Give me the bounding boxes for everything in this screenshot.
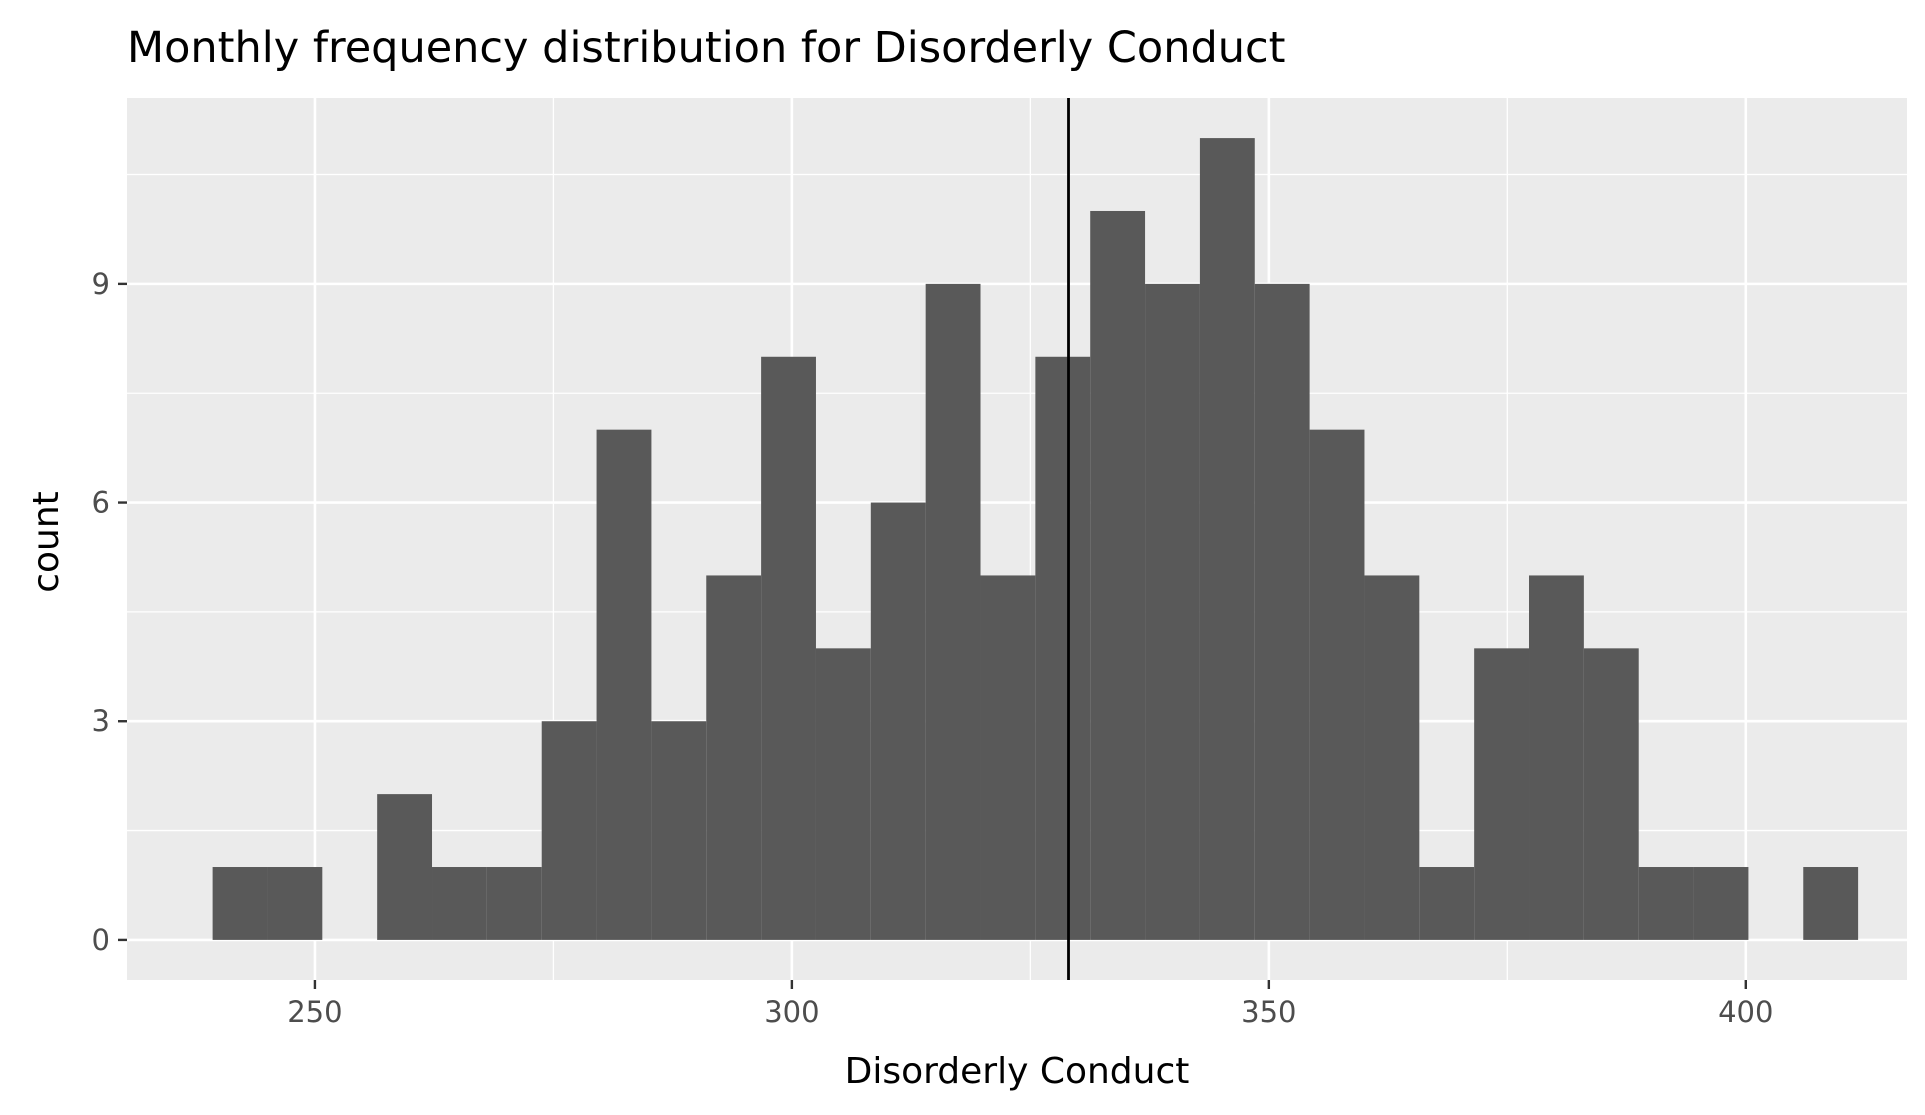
histogram-bar [1364,575,1420,940]
histogram-bar [1035,356,1091,940]
x-tick-label: 400 [1718,995,1773,1029]
histogram-bar [1693,867,1749,940]
histogram-bar [1529,575,1584,940]
histogram-bar [212,867,268,940]
y-tick-label: 6 [92,486,110,520]
histogram-bar [1583,648,1639,940]
histogram-bar [596,429,652,940]
x-axis-title: Disorderly Conduct [845,1051,1190,1092]
histogram-bar [1474,648,1530,940]
x-tick-labels: 250 300 350 400 [287,995,1773,1029]
histogram-bar [1090,210,1146,940]
histogram-bar [706,575,762,940]
histogram-bars [212,138,1859,940]
chart-title: Monthly frequency distribution for Disor… [127,23,1286,73]
histogram-bar [377,794,433,940]
y-axis-title: count [26,491,67,593]
histogram-bar [651,721,707,940]
histogram-bar [1199,138,1255,940]
histogram-bar [761,356,816,940]
y-tick-labels: 0 3 6 9 [92,267,110,957]
histogram-bar [1638,867,1694,940]
y-tick-label: 9 [92,267,110,301]
histogram-bar [541,721,597,940]
histogram-bar [815,648,871,940]
x-tick-label: 350 [1241,995,1296,1029]
x-tick-label: 250 [287,995,342,1029]
x-tick-label: 300 [764,995,819,1029]
y-tick-label: 0 [92,923,110,957]
histogram-bar [1309,429,1365,940]
histogram-bar [925,283,981,940]
histogram-bar [870,502,926,940]
histogram-bar [267,867,323,940]
histogram-bar [1145,283,1200,940]
histogram-bar [980,575,1036,940]
histogram-bar [486,867,542,940]
histogram-bar [1803,867,1859,940]
axis-ticks [118,282,1747,989]
histogram-bar [432,867,487,940]
histogram-bar [1254,283,1310,940]
histogram-bar [1419,867,1475,940]
y-tick-label: 3 [92,704,110,738]
